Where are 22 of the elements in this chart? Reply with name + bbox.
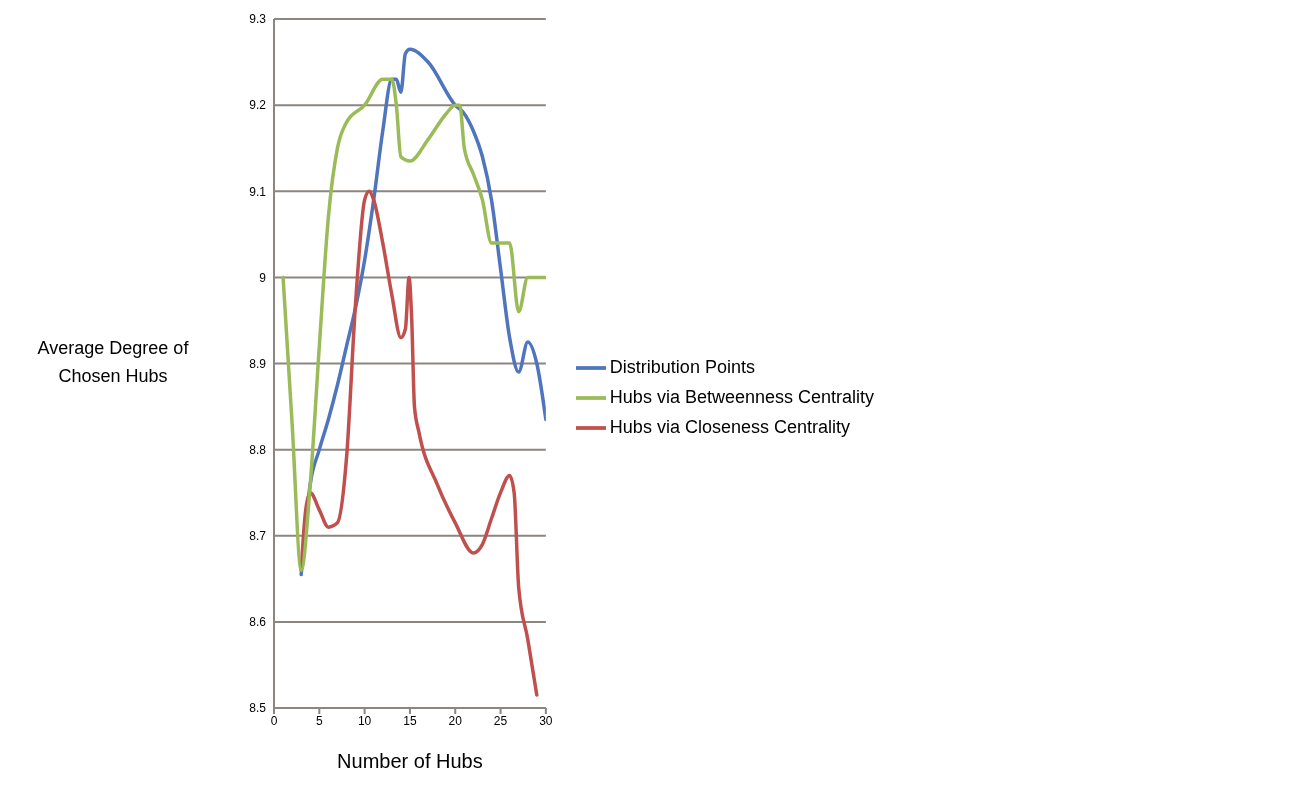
x-tick-label: 30 — [539, 713, 553, 728]
y-tick-label: 8.7 — [249, 529, 267, 544]
y-tick-label: 8.5 — [249, 701, 267, 716]
x-tick-label: 25 — [493, 713, 508, 728]
legend-label: Hubs via Betweenness Centrality — [609, 386, 874, 407]
y-tick-label: 8.9 — [249, 356, 267, 371]
y-tick-label: 9.1 — [249, 184, 267, 199]
y-tick-label: 9 — [259, 270, 267, 285]
y-axis-title: Average Degree of Chosen Hubs — [36, 337, 190, 388]
x-axis-title: Number of Hubs — [337, 750, 483, 772]
y-tick-label: 9.2 — [249, 98, 267, 113]
y-tick-label: 9.3 — [249, 12, 267, 27]
x-tick-label: 5 — [315, 713, 323, 728]
y-tick-label: 8.8 — [249, 442, 267, 457]
x-tick-label: 15 — [403, 713, 417, 728]
x-tick-label: 20 — [448, 713, 463, 728]
y-tick-label: 8.6 — [249, 615, 267, 630]
line-series — [299, 189, 539, 697]
legend-label: Distribution Points — [609, 356, 755, 377]
legend-label: Hubs via Closeness Centrality — [609, 416, 850, 437]
x-tick-label: 10 — [357, 713, 372, 728]
x-tick-label: 0 — [270, 713, 278, 728]
